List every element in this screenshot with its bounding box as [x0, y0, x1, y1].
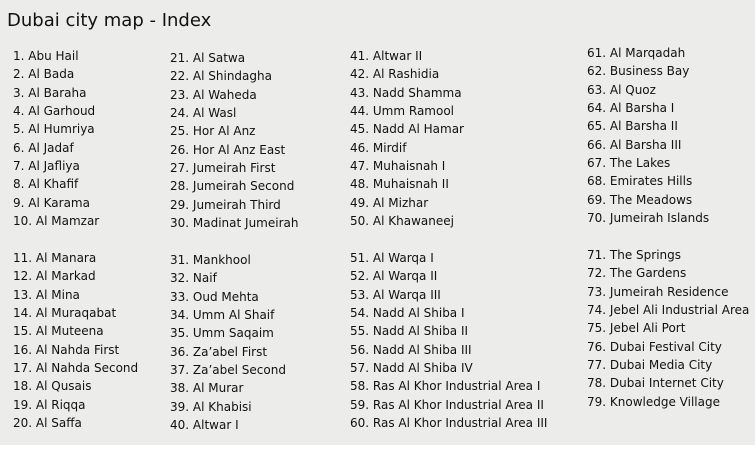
index-entry: 76. Dubai Festival City — [587, 339, 722, 354]
index-entry: 44. Umm Ramool — [350, 103, 455, 118]
index-entry: 40. Altwar I — [170, 417, 239, 432]
index-entry: 32. Naif — [170, 271, 217, 286]
index-entry: 51. Al Warqa I — [350, 251, 434, 265]
index-entry: 75. Jebel Ali Port — [587, 321, 686, 336]
index-entry: 37. Za’abel Second — [170, 362, 286, 377]
index-entry: 61. Al Marqadah — [587, 46, 686, 60]
index-entry: 27. Jumeirah First — [170, 160, 276, 175]
index-entry: 70. Jumeirah Islands — [587, 210, 710, 225]
index-entry: 66. Al Barsha III — [587, 137, 682, 152]
index-entry: 9. Al Karama — [13, 195, 90, 210]
index-entry: 62. Business Bay — [587, 64, 690, 79]
index-entry: 38. Al Murar — [170, 381, 244, 396]
index-entry: 47. Muhaisnah I — [350, 158, 446, 173]
index-entry: 36. Za’abel First — [170, 344, 268, 359]
index-panel: Dubai city map - Index 1. Abu Hail 2. Al … — [0, 0, 755, 445]
index-entry: 16. Al Nahda First — [13, 342, 120, 357]
index-entry: 43. Nadd Shamma — [350, 85, 462, 100]
index-entry: 18. Al Qusais — [13, 379, 92, 394]
index-entry: 13. Al Mina — [13, 287, 80, 302]
index-entry: 10. Al Mamzar — [13, 213, 100, 228]
index-entry: 17. Al Nahda Second — [13, 360, 139, 375]
index-entry: 79. Knowledge Village — [587, 394, 720, 409]
index-entry: 29. Jumeirah Third — [170, 197, 281, 212]
index-entry: 34. Umm Al Shaif — [170, 307, 275, 322]
index-entry: 46. Mirdif — [350, 140, 407, 155]
index-entry: 78. Dubai Internet City — [587, 376, 724, 391]
index-entry: 73. Jumeirah Residence — [587, 284, 729, 299]
index-entry: 19. Al Riqqa — [13, 397, 86, 412]
index-entry: 25. Hor Al Anz — [170, 124, 256, 139]
index-entry: 42. Al Rashidia — [350, 67, 440, 82]
index-entry: 12. Al Markad — [13, 269, 96, 284]
index-entry: 50. Al Khawaneej — [350, 213, 454, 228]
index-entry: 48. Muhaisnah II — [350, 177, 449, 192]
index-entry: 35. Umm Saqaim — [170, 326, 274, 341]
index-entry: 41. Altwar II — [350, 49, 423, 63]
index-entry: 67. The Lakes — [587, 155, 671, 170]
index-entry: 58. Ras Al Khor Industrial Area I — [350, 379, 541, 394]
index-entry: 63. Al Quoz — [587, 82, 656, 97]
index-entry: 8. Al Khafif — [13, 177, 79, 192]
index-entry: 39. Al Khabisi — [170, 399, 252, 414]
index-entry: 77. Dubai Media City — [587, 357, 713, 372]
index-entry: 28. Jumeirah Second — [170, 179, 295, 194]
index-entry: 31. Mankhool — [170, 253, 251, 267]
index-entry: 4. Al Garhoud — [13, 103, 96, 118]
index-entry: 57. Nadd Al Shiba IV — [350, 360, 473, 375]
index-entry: 14. Al Muraqabat — [13, 305, 117, 320]
index-entry: 52. Al Warqa II — [350, 269, 438, 284]
index-entry: 6. Al Jadaf — [13, 140, 74, 155]
index-entry: 60. Ras Al Khor Industrial Area III — [350, 415, 548, 430]
index-entry: 26. Hor Al Anz East — [170, 142, 286, 157]
index-entry: 71. The Springs — [587, 248, 682, 262]
index-entry: 20. Al Saffa — [13, 415, 82, 430]
index-entry: 33. Oud Mehta — [170, 289, 259, 304]
index-entry: 59. Ras Al Khor Industrial Area II — [350, 397, 544, 412]
index-entry: 68. Emirates Hills — [587, 174, 693, 189]
index-entry: 54. Nadd Al Shiba I — [350, 305, 465, 320]
title: Dubai city map - Index — [7, 10, 212, 31]
index-entry: 3. Al Baraha — [13, 85, 87, 100]
index-entry: 24. Al Wasl — [170, 105, 237, 120]
index-entry: 49. Al Mizhar — [350, 195, 429, 210]
index-entry: 65. Al Barsha II — [587, 119, 678, 134]
index-entry: 5. Al Humriya — [13, 122, 95, 137]
index-entry: 55. Nadd Al Shiba II — [350, 324, 469, 339]
index-entry: 11. Al Manara — [13, 251, 97, 265]
index-entry: 1. Abu Hail — [13, 49, 79, 63]
index-entry: 21. Al Satwa — [170, 51, 246, 65]
index-entry: 45. Nadd Al Hamar — [350, 122, 464, 137]
index-entry: 56. Nadd Al Shiba III — [350, 342, 472, 357]
index-entry: 22. Al Shindagha — [170, 69, 272, 84]
index-entry: 7. Al Jafliya — [13, 158, 80, 173]
index-entry: 23. Al Waheda — [170, 87, 257, 102]
index-entry: 30. Madinat Jumeirah — [170, 215, 299, 230]
index-entry: 69. The Meadows — [587, 192, 693, 207]
index-entry: 53. Al Warqa III — [350, 287, 441, 302]
index-entry: 15. Al Muteena — [13, 324, 104, 339]
index-entry: 2. Al Bada — [13, 67, 75, 82]
index-entry: 72. The Gardens — [587, 266, 687, 281]
index-entry: 74. Jebel Ali Industrial Area — [587, 302, 750, 317]
index-entry: 64. Al Barsha I — [587, 100, 675, 115]
